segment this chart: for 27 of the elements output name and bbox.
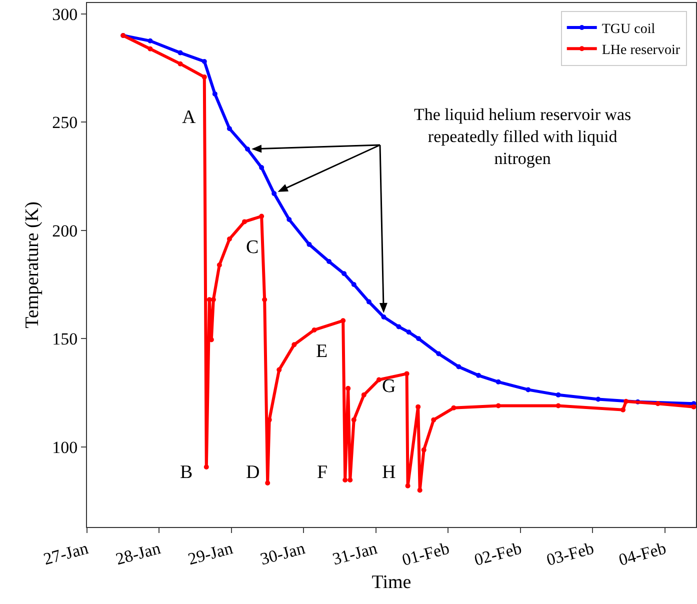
- annotation: C: [246, 237, 259, 258]
- legend-label: LHe reservoir: [602, 43, 680, 58]
- y-axis-title: Temperature (K): [22, 202, 43, 328]
- y-tick-label: 200: [52, 221, 78, 240]
- x-tick-label: 27-Jan: [42, 538, 91, 569]
- x-tick-label: 29-Jan: [186, 538, 236, 569]
- x-tick-label: 04-Feb: [616, 538, 668, 570]
- annotation: B: [180, 462, 193, 483]
- y-tick-label: 100: [52, 438, 78, 457]
- annotation: D: [246, 462, 260, 483]
- x-tick-label: 30-Jan: [258, 538, 308, 569]
- annotation: E: [316, 341, 328, 362]
- legend-label: TGU coil: [602, 22, 656, 37]
- annotation: G: [382, 376, 396, 397]
- y-tick-label: 150: [52, 330, 78, 349]
- annotation: F: [317, 462, 328, 483]
- x-tick-label: 31-Jan: [330, 538, 380, 569]
- x-tick-label: 02-Feb: [472, 538, 524, 570]
- x-axis-title: Time: [372, 572, 412, 594]
- annotation: H: [382, 462, 396, 483]
- annotation: The liquid helium reservoir was repeatedly filled with liquid nitrogen: [414, 105, 632, 168]
- x-tick-label: 28-Jan: [114, 538, 163, 569]
- y-tick-label: 300: [52, 4, 78, 24]
- x-tick-label: 03-Feb: [544, 538, 596, 570]
- x-tick-label: 01-Feb: [400, 538, 452, 570]
- y-tick-label: 250: [52, 113, 78, 132]
- annotation: A: [182, 107, 196, 128]
